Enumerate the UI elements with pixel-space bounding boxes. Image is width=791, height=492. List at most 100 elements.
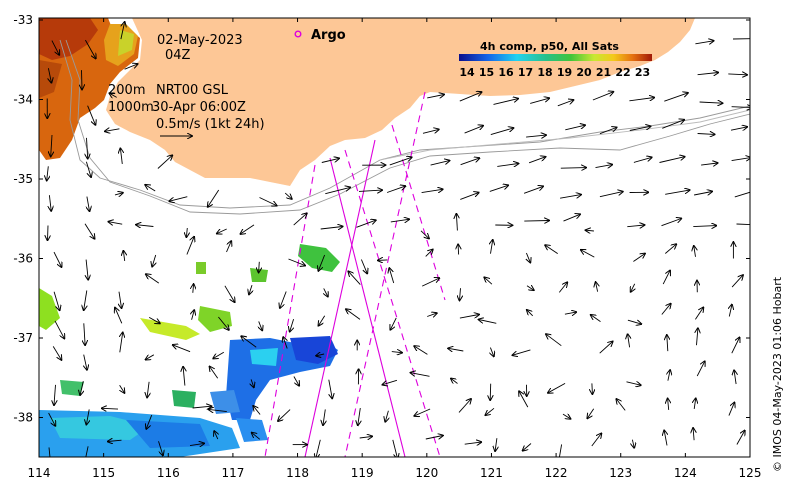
- current-vector: [359, 436, 372, 438]
- current-vector: [661, 304, 671, 315]
- current-vector: [115, 308, 123, 324]
- current-time-label: 30-Apr 06:00Z: [152, 100, 246, 115]
- current-vector: [259, 321, 263, 330]
- current-vector: [546, 334, 562, 347]
- current-vector: [696, 361, 705, 377]
- current-vector: [252, 433, 261, 440]
- current-vector: [193, 284, 194, 293]
- current-vector: [430, 161, 450, 166]
- current-vector: [668, 370, 670, 381]
- sst-colorbar-tick: 20: [576, 66, 592, 79]
- argo-icon: [294, 30, 302, 38]
- current-vector: [736, 431, 745, 445]
- current-vector: [290, 318, 294, 331]
- current-vector: [526, 135, 546, 137]
- current-vector: [627, 320, 641, 324]
- current-vector: [51, 40, 59, 55]
- current-vector: [667, 335, 668, 352]
- current-vector: [414, 408, 431, 416]
- x-tick-label: 119: [351, 466, 374, 480]
- x-tick-label: 114: [28, 466, 51, 480]
- plot-frame: [38, 17, 751, 458]
- current-vector: [259, 197, 277, 206]
- x-tick-label: 125: [739, 466, 762, 480]
- sst-colorbar-tick: 15: [479, 66, 494, 79]
- current-vector: [484, 277, 493, 285]
- sst-patches: [39, 18, 340, 457]
- current-vector: [592, 383, 593, 394]
- current-vector: [661, 219, 682, 227]
- current-vector: [146, 274, 160, 284]
- current-vector: [491, 240, 493, 254]
- x-tick-label: 116: [157, 466, 180, 480]
- y-tick-label: -34: [13, 93, 33, 107]
- current-vectors: [47, 22, 750, 457]
- current-vector: [456, 214, 457, 231]
- argo-label: Argo: [311, 28, 346, 43]
- current-vector: [192, 310, 195, 320]
- sst-colorbar-tick: 21: [596, 66, 611, 79]
- current-vector: [422, 278, 439, 287]
- current-vector: [213, 351, 225, 358]
- current-vector: [565, 125, 585, 131]
- current-vector: [694, 192, 712, 196]
- current-product-label: NRT00 GSL: [156, 83, 229, 98]
- current-vector: [493, 99, 519, 105]
- current-vector: [324, 288, 328, 296]
- current-vector: [158, 441, 163, 455]
- current-vector: [464, 442, 482, 444]
- current-vector: [293, 376, 299, 386]
- current-vector: [557, 100, 574, 107]
- current-vector: [52, 346, 61, 359]
- current-vector: [694, 399, 696, 409]
- current-vector: [241, 336, 257, 348]
- current-vector: [701, 163, 717, 165]
- current-vector: [249, 284, 252, 294]
- sst-colorbar: 4h comp, p50, All Sats 14 15 16 17 18 19 20 21 2…: [459, 40, 652, 79]
- x-tick-label: 122: [545, 466, 568, 480]
- current-vector: [629, 126, 651, 131]
- current-vector: [460, 288, 461, 300]
- current-vector: [157, 155, 172, 169]
- current-vector: [186, 227, 187, 237]
- current-vector: [489, 185, 508, 192]
- current-vector: [731, 338, 740, 354]
- credit-text: © IMOS 04-May-2023 01:06 Hobart: [771, 276, 784, 472]
- current-vector: [241, 224, 255, 234]
- current-vector: [728, 74, 747, 75]
- current-vector: [85, 39, 95, 58]
- current-vector: [736, 223, 750, 226]
- current-vector: [486, 407, 495, 415]
- current-vector: [599, 192, 623, 198]
- current-vector: [53, 291, 60, 311]
- current-vector: [697, 328, 698, 346]
- current-vector: [558, 444, 563, 457]
- current-vector: [224, 285, 235, 302]
- current-vector: [548, 383, 566, 392]
- current-vector: [114, 193, 123, 195]
- current-vector: [694, 246, 696, 257]
- x-tick-label: 120: [415, 466, 438, 480]
- current-vector: [495, 438, 497, 451]
- current-vector: [523, 186, 543, 194]
- current-vector: [186, 237, 194, 255]
- y-tick-label: -37: [13, 331, 33, 345]
- current-vector: [173, 345, 191, 353]
- current-vector: [697, 134, 715, 135]
- y-axis: -33 -34 -35 -36 -37 -38: [13, 13, 750, 425]
- current-vector: [283, 337, 287, 349]
- x-tick-label: 118: [286, 466, 309, 480]
- x-tick-label: 117: [221, 466, 244, 480]
- current-vector: [120, 22, 125, 40]
- current-vector: [731, 275, 743, 288]
- current-vector: [53, 251, 62, 267]
- current-vector: [325, 187, 350, 195]
- current-vector: [497, 164, 518, 167]
- current-vector: [526, 252, 530, 262]
- current-vector: [414, 346, 428, 355]
- current-vector: [459, 315, 479, 319]
- current-vector: [664, 93, 688, 102]
- current-vector: [451, 379, 458, 384]
- current-vector: [527, 310, 534, 317]
- current-vector: [84, 323, 85, 345]
